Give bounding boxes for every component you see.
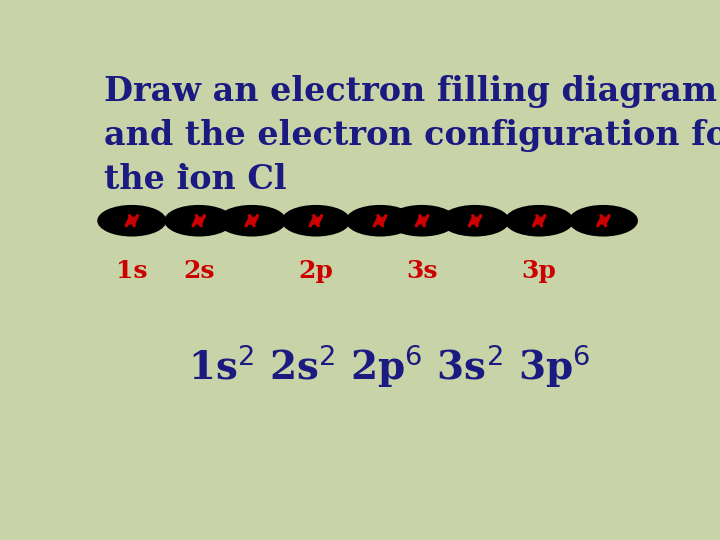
Ellipse shape <box>387 205 456 237</box>
Text: 2s: 2s <box>183 259 215 282</box>
Ellipse shape <box>346 205 415 237</box>
Text: 3p: 3p <box>522 259 557 282</box>
Text: 1s$^2$ 2s$^2$ 2p$^6$ 3s$^2$ 3p$^6$: 1s$^2$ 2s$^2$ 2p$^6$ 3s$^2$ 3p$^6$ <box>188 342 590 390</box>
Text: 3s: 3s <box>406 259 438 282</box>
Text: -: - <box>181 158 189 178</box>
Ellipse shape <box>282 205 351 237</box>
Text: and the electron configuration for: and the electron configuration for <box>104 119 720 152</box>
Ellipse shape <box>164 205 233 237</box>
Ellipse shape <box>97 205 166 237</box>
Text: the ion Cl: the ion Cl <box>104 163 287 195</box>
Text: Draw an electron filling diagram: Draw an electron filling diagram <box>104 75 717 108</box>
Ellipse shape <box>505 205 574 237</box>
Ellipse shape <box>569 205 638 237</box>
Text: 1s: 1s <box>116 259 148 282</box>
Text: 2p: 2p <box>299 259 333 282</box>
Ellipse shape <box>217 205 287 237</box>
Ellipse shape <box>441 205 510 237</box>
